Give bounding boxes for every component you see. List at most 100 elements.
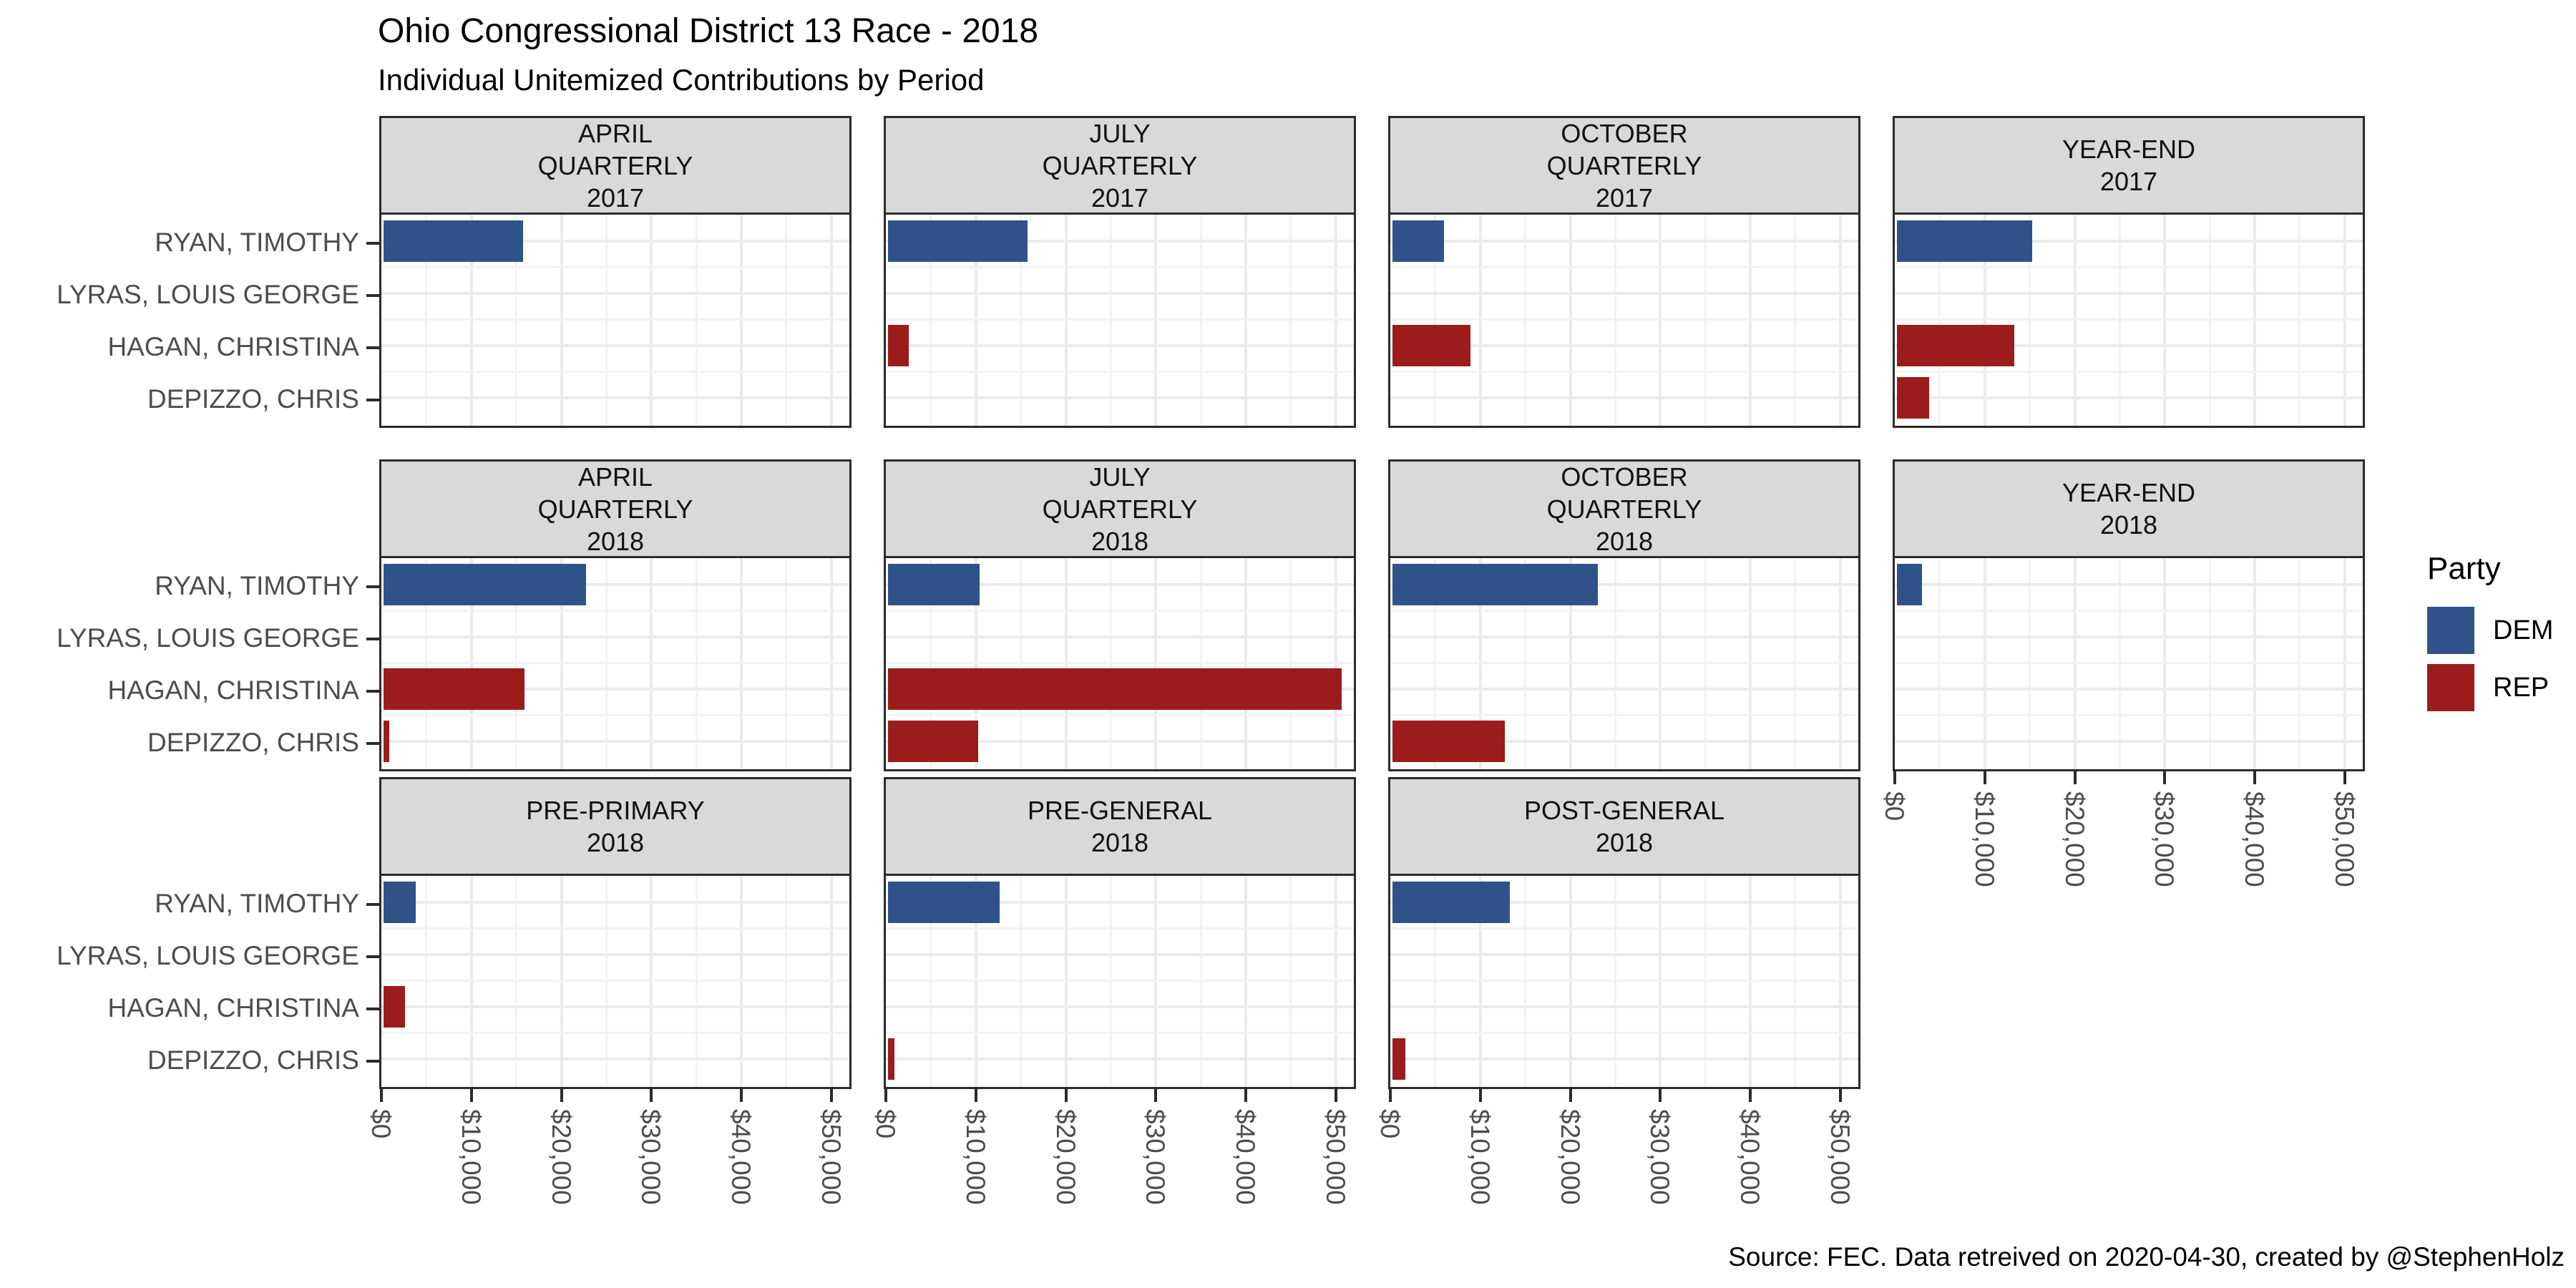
y-axis-label: HAGAN, CHRISTINA — [107, 992, 359, 1023]
gridline — [381, 396, 849, 399]
facet-header-10: POST-GENERAL 2018 — [1388, 777, 1860, 876]
facet-header-3: YEAR-END 2017 — [1893, 116, 2365, 215]
x-tick — [2073, 771, 2077, 784]
gridline — [886, 952, 1354, 956]
gridline — [1109, 558, 1112, 769]
gridline — [886, 1005, 1354, 1008]
x-tick-label: $10,000 — [1465, 1109, 1495, 1205]
x-tick — [1749, 1089, 1752, 1102]
y-tick — [366, 955, 379, 958]
gridline — [381, 291, 849, 295]
gridline — [974, 215, 977, 426]
gridline — [1704, 876, 1707, 1087]
gridline — [2118, 215, 2121, 426]
gridline — [1390, 979, 1858, 982]
x-tick — [469, 1089, 473, 1102]
y-axis-label: RYAN, TIMOTHY — [155, 227, 359, 257]
gridline — [886, 661, 1354, 664]
gridline — [1568, 215, 1572, 426]
bar-depizzo-facet3 — [1897, 376, 1930, 419]
gridline — [1434, 876, 1437, 1087]
facet-panel-7 — [1893, 558, 2365, 771]
gridline — [886, 291, 1354, 295]
gridline — [785, 558, 788, 769]
gridline — [1524, 558, 1527, 769]
gridline — [381, 609, 849, 612]
gridline — [1434, 215, 1437, 426]
gridline — [2118, 558, 2121, 769]
bar-hagan-facet5 — [888, 668, 1342, 710]
gridline — [1524, 215, 1527, 426]
gridline — [974, 876, 977, 1087]
gridline — [1614, 558, 1616, 769]
gridline — [381, 1005, 849, 1008]
gridline — [1895, 343, 2363, 347]
gridline — [695, 558, 698, 769]
gridline — [886, 318, 1354, 321]
facet-header-4: APRIL QUARTERLY 2018 — [379, 459, 852, 558]
gridline — [1199, 558, 1202, 769]
y-tick — [366, 293, 379, 297]
x-tick-label: $30,000 — [1645, 1109, 1675, 1205]
facet-panel-3 — [1893, 215, 2365, 428]
bar-hagan-facet4 — [384, 668, 525, 710]
gridline — [930, 215, 932, 426]
facet-header-8: PRE-PRIMARY 2018 — [379, 777, 852, 876]
facet-header-0: APRIL QUARTERLY 2017 — [379, 116, 852, 215]
bar-depizzo-facet9 — [888, 1038, 894, 1080]
x-tick — [829, 1089, 833, 1102]
y-axis-label: LYRAS, LOUIS GEORGE — [57, 940, 359, 970]
gridline — [886, 582, 1354, 586]
gridline — [1478, 558, 1482, 769]
gridline — [381, 1057, 849, 1060]
gridline — [1659, 558, 1662, 769]
facet-header-1: JULY QUARTERLY 2017 — [884, 116, 1356, 215]
y-axis-label: HAGAN, CHRISTINA — [107, 331, 359, 361]
gridline — [650, 876, 653, 1087]
y-tick — [366, 902, 379, 906]
x-tick-label: $10,000 — [1969, 791, 1999, 887]
legend-label-rep: REP — [2493, 672, 2550, 703]
gridline — [381, 952, 849, 956]
x-tick — [1154, 1089, 1158, 1102]
gridline — [560, 215, 563, 426]
gridline — [1154, 876, 1158, 1087]
gridline — [469, 558, 473, 769]
gridline — [381, 635, 849, 638]
facet-panel-8 — [379, 876, 852, 1089]
y-tick — [366, 741, 379, 745]
gridline — [381, 661, 849, 664]
gridline — [1749, 558, 1752, 769]
gridline — [1390, 291, 1858, 295]
gridline — [650, 558, 653, 769]
gridline — [605, 558, 608, 769]
x-tick-label: $50,000 — [816, 1109, 846, 1205]
gridline — [1064, 215, 1068, 426]
x-tick — [2253, 771, 2257, 784]
gridline — [1838, 876, 1842, 1087]
gridline — [425, 215, 428, 426]
gridline — [1895, 713, 2363, 716]
x-tick — [1389, 1089, 1392, 1102]
gridline — [515, 215, 518, 426]
gridline — [886, 1057, 1354, 1060]
gridline — [515, 558, 518, 769]
x-tick-label: $40,000 — [1735, 1109, 1765, 1205]
gridline — [560, 876, 563, 1087]
y-tick — [366, 689, 379, 693]
gridline — [1390, 1005, 1858, 1008]
gridline — [1289, 558, 1292, 769]
facet-panel-0 — [379, 215, 852, 428]
gridline — [381, 927, 849, 930]
gridline — [2208, 558, 2211, 769]
gridline — [886, 635, 1354, 638]
legend-key-rep: REP — [2427, 664, 2553, 711]
gridline — [695, 876, 698, 1087]
gridline — [1390, 661, 1858, 664]
y-axis-label: DEPIZZO, CHRIS — [147, 384, 359, 414]
gridline — [2253, 558, 2257, 769]
gridline — [886, 739, 1354, 743]
x-tick — [1838, 1089, 1842, 1102]
gridline — [1794, 215, 1797, 426]
